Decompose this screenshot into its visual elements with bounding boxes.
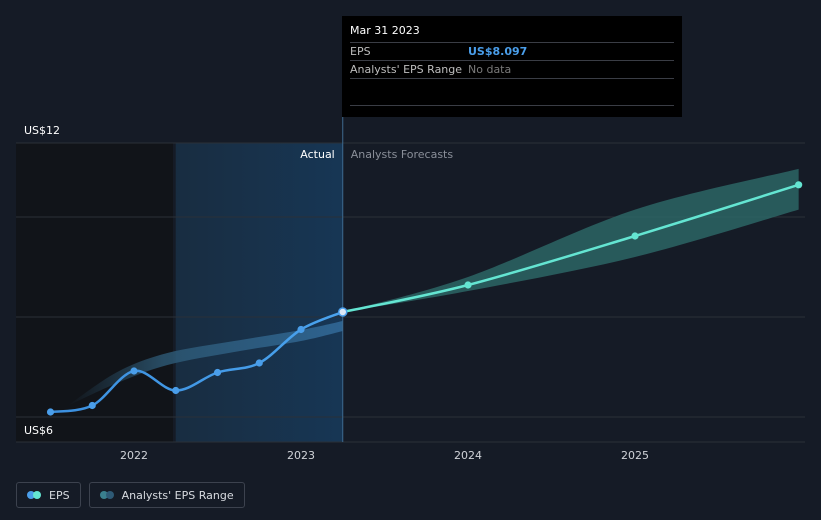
tooltip-range-value: No data xyxy=(468,63,512,76)
eps-actual-point[interactable] xyxy=(46,408,55,416)
eps-actual-point[interactable] xyxy=(130,367,138,375)
legend: EPS Analysts' EPS Range xyxy=(16,482,245,508)
eps-swatch-icon xyxy=(27,491,41,499)
legend-label-eps: EPS xyxy=(49,488,70,502)
tooltip-row-eps: EPS US$8.097 xyxy=(350,42,674,60)
eps-forecast-line xyxy=(341,183,800,314)
past-eps-range xyxy=(67,321,343,406)
legend-item-eps-range[interactable]: Analysts' EPS Range xyxy=(88,482,245,508)
legend-item-eps[interactable]: EPS xyxy=(16,482,81,508)
tooltip-eps-value: US$8.097 xyxy=(468,45,528,58)
eps-actual-point[interactable] xyxy=(338,307,348,317)
tooltip-spacer xyxy=(350,79,674,106)
forecast-eps-range xyxy=(342,168,799,312)
eps-actual-point[interactable] xyxy=(297,325,305,334)
x-tick-label: 2023 xyxy=(287,449,315,462)
plot-dark-band xyxy=(16,143,173,442)
x-tick-label: 2022 xyxy=(120,449,148,462)
eps-forecast-point[interactable] xyxy=(631,232,639,240)
tooltip-date: Mar 31 2023 xyxy=(350,24,420,37)
actual-label: Actual xyxy=(300,148,334,161)
eps-actual-point[interactable] xyxy=(172,386,180,395)
tooltip-range-label: Analysts' EPS Range xyxy=(350,63,463,76)
eps-actual-point[interactable] xyxy=(88,401,96,410)
y-label-bottom: US$6 xyxy=(24,424,53,437)
eps-actual-point[interactable] xyxy=(255,359,263,367)
eps-forecast-point[interactable] xyxy=(464,281,472,289)
eps-range-swatch-icon xyxy=(99,491,114,499)
eps-actual-point[interactable] xyxy=(213,368,222,377)
tooltip: Mar 31 2023 EPS US$8.097 Analysts' EPS R… xyxy=(342,16,682,117)
x-tick-label: 2025 xyxy=(621,449,649,462)
past-region xyxy=(175,143,343,442)
eps-forecast-point[interactable] xyxy=(795,181,803,189)
forecast-label: Analysts Forecasts xyxy=(351,148,454,161)
x-tick-label: 2024 xyxy=(454,449,482,462)
y-label-top: US$12 xyxy=(24,124,60,137)
tooltip-eps-label: EPS xyxy=(350,45,371,58)
legend-label-eps-range: Analysts' EPS Range xyxy=(121,488,234,502)
eps-actual-line xyxy=(49,310,344,414)
tooltip-row-range: Analysts' EPS Range No data xyxy=(350,60,674,79)
